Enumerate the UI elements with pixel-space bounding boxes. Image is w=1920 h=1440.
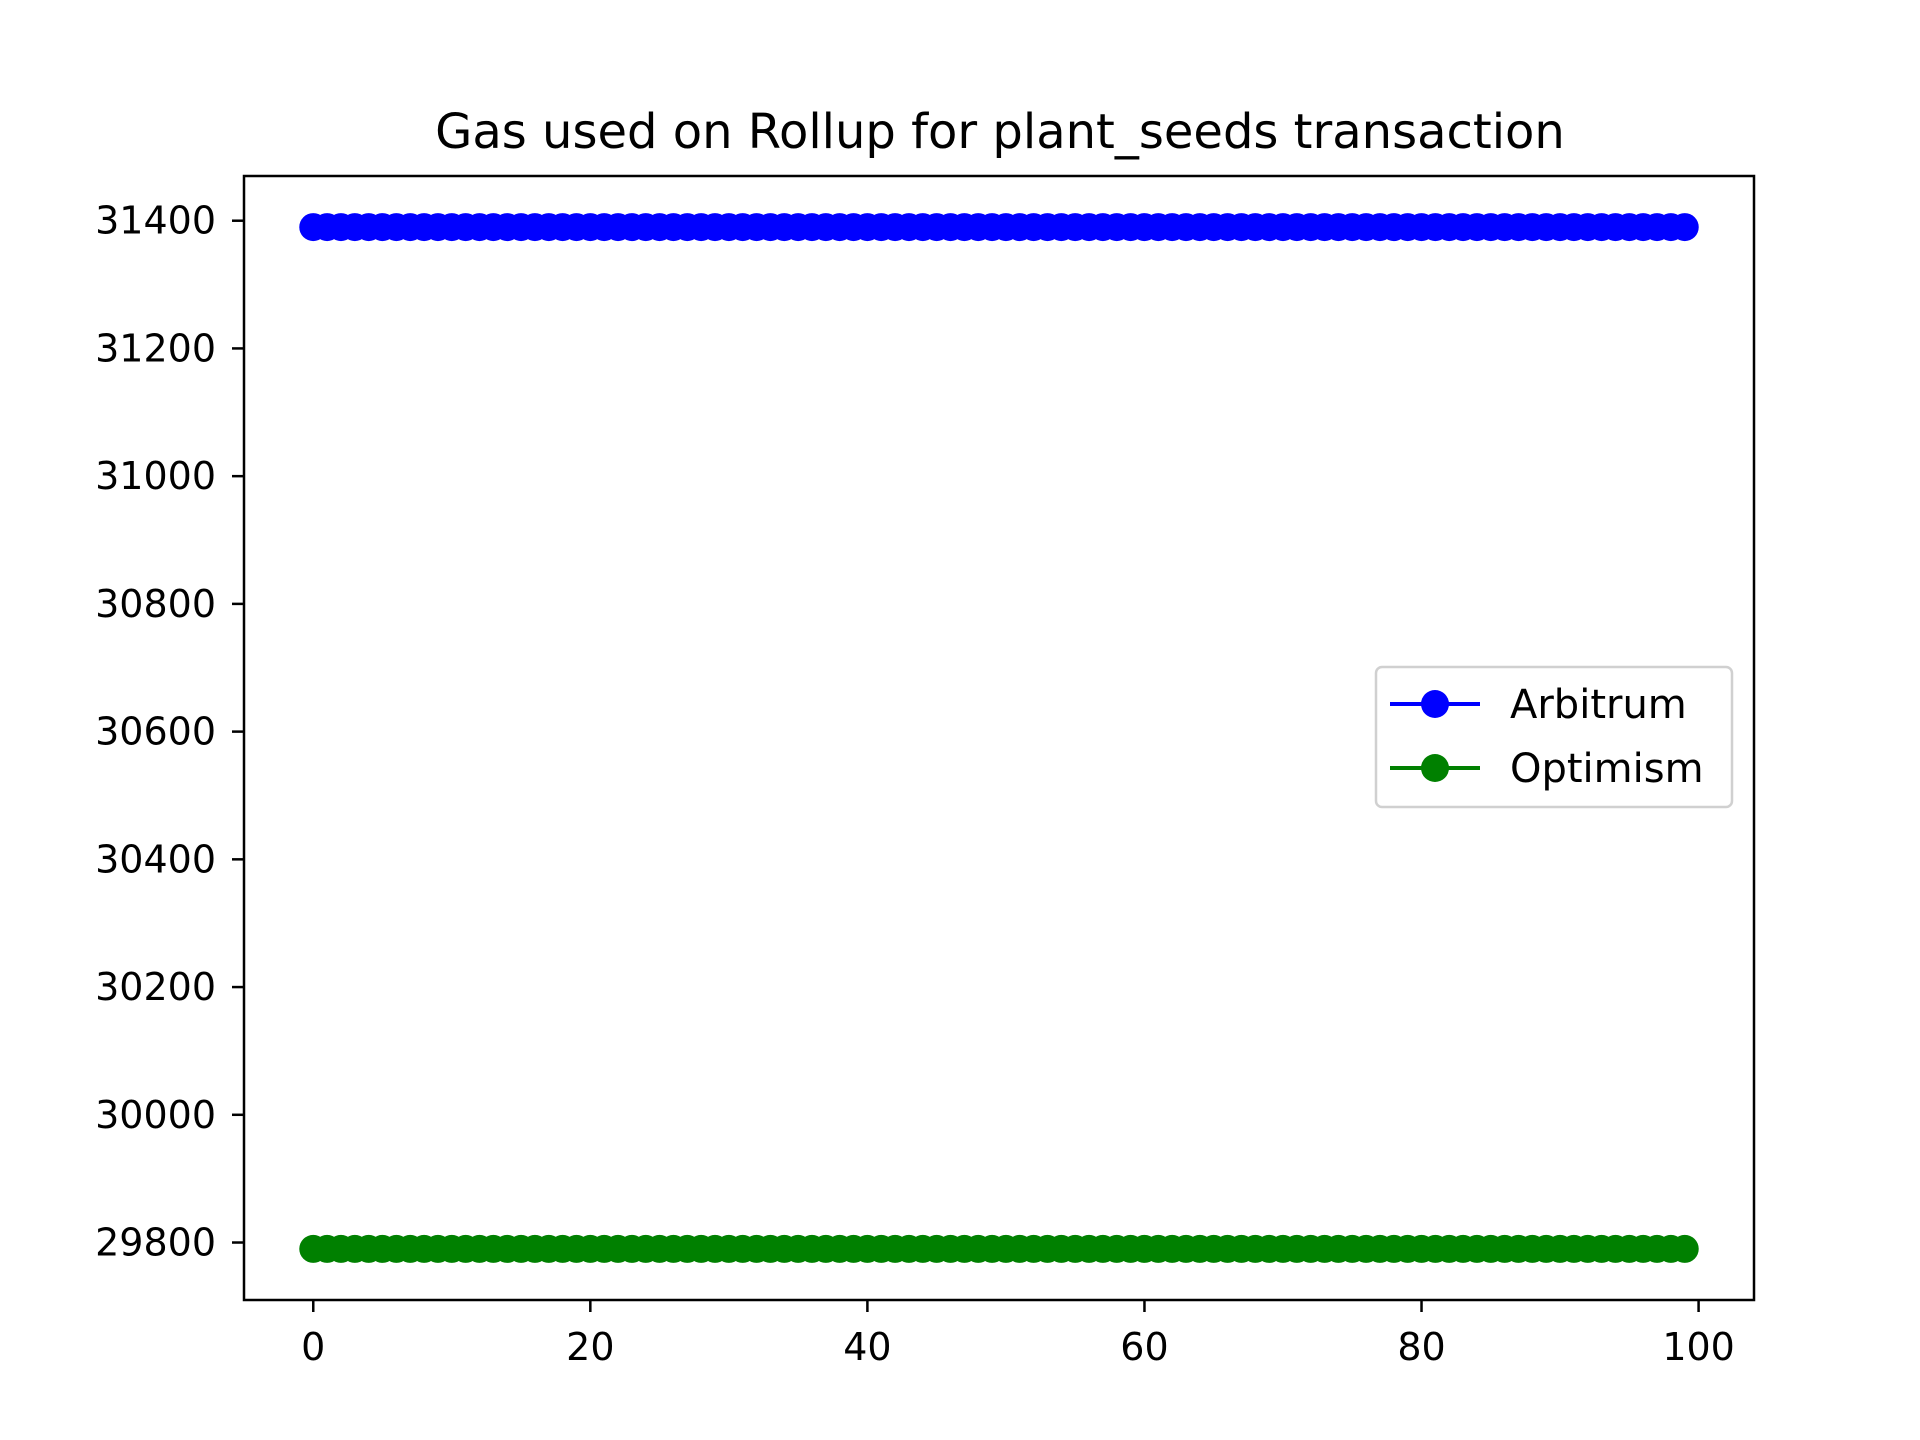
legend-label-optimism: Optimism — [1510, 746, 1704, 792]
x-tick-label: 20 — [566, 1325, 614, 1369]
legend-marker-optimism — [1421, 754, 1449, 782]
y-tick-label: 30000 — [95, 1093, 216, 1137]
y-tick-label: 30200 — [95, 965, 216, 1009]
y-tick-label: 29800 — [95, 1221, 216, 1265]
legend: Arbitrum Optimism — [1374, 665, 1734, 809]
y-tick-label: 31000 — [95, 454, 216, 498]
y-axis: 29800 30000 30200 30400 30600 30800 31000 31200… — [95, 199, 244, 1265]
x-tick-label: 80 — [1397, 1325, 1445, 1369]
series-arbitrum — [299, 213, 1699, 242]
series-optimism — [299, 1234, 1699, 1263]
y-tick-label: 30800 — [95, 582, 216, 626]
y-tick-label: 30400 — [95, 837, 216, 881]
y-tick-label: 31200 — [95, 326, 216, 370]
y-tick-label: 31400 — [95, 199, 216, 243]
legend-marker-arbitrum — [1421, 690, 1449, 718]
x-tick-label: 40 — [843, 1325, 891, 1369]
x-tick-label: 60 — [1120, 1325, 1168, 1369]
series-layer — [299, 213, 1699, 1263]
data-point-arbitrum — [1670, 213, 1699, 242]
legend-label-arbitrum: Arbitrum — [1510, 682, 1687, 728]
legend-item-arbitrum: Arbitrum — [1390, 682, 1687, 728]
x-tick-label: 100 — [1662, 1325, 1735, 1369]
legend-item-optimism: Optimism — [1390, 746, 1704, 792]
data-point-optimism — [1670, 1234, 1699, 1263]
chart-title: Gas used on Rollup for plant_seeds trans… — [435, 104, 1565, 160]
x-tick-label: 0 — [301, 1325, 325, 1369]
x-axis: 0 20 40 60 80 100 — [301, 1300, 1735, 1369]
y-tick-label: 30600 — [95, 710, 216, 754]
axes-frame — [242, 174, 1756, 1302]
